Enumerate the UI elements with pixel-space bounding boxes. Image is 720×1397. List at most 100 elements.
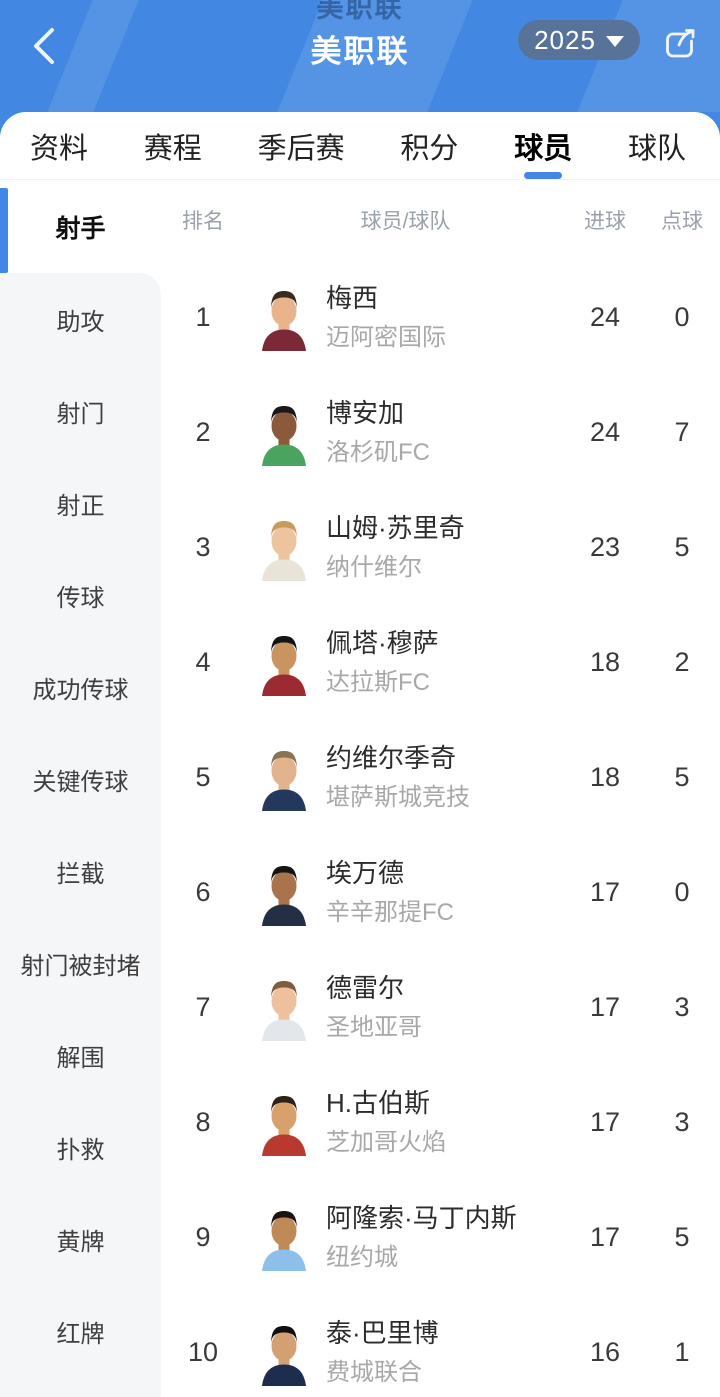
- sidebar-item[interactable]: 关键传球: [0, 733, 161, 825]
- player-name: 德雷尔: [326, 973, 405, 1003]
- player-penalties: 5: [674, 762, 690, 792]
- player-avatar: [260, 630, 308, 696]
- player-team: 纽约城: [326, 1244, 398, 1271]
- sidebar-item[interactable]: 射门: [0, 365, 161, 457]
- sidebar-item[interactable]: 黄牌: [0, 1193, 161, 1285]
- sidebar-item[interactable]: 解围: [0, 1009, 161, 1101]
- player-rank: 5: [195, 762, 211, 792]
- table-row[interactable]: 2: [161, 375, 720, 490]
- sidebar-item[interactable]: 扑救: [0, 1101, 161, 1193]
- tab-label: 季后赛: [257, 132, 345, 165]
- player-goals: 17: [589, 877, 621, 907]
- player-rank: 6: [195, 877, 211, 907]
- sidebar-item-label: 红牌: [56, 1320, 105, 1348]
- player-avatar: [260, 860, 308, 926]
- player-photo-placeholder: [262, 635, 306, 696]
- player-goals: 24: [589, 417, 621, 447]
- tab-bar: 资料 赛程 季后赛 积分 球员 球队: [0, 112, 720, 180]
- sidebar-item-label: 拦截: [56, 860, 105, 888]
- sidebar-item[interactable]: 射正: [0, 457, 161, 549]
- sidebar-item-label: 黄牌: [56, 1228, 105, 1256]
- sidebar-item[interactable]: 拦截: [0, 825, 161, 917]
- table-row[interactable]: 1: [161, 260, 720, 375]
- player-cell: 博安加 洛杉矶FC: [245, 398, 566, 467]
- player-goals: 23: [589, 532, 621, 562]
- table-row[interactable]: 5: [161, 720, 720, 835]
- sidebar-item-label: 关键传球: [32, 768, 129, 796]
- player-avatar: [260, 1205, 308, 1271]
- header-rank: 排名: [182, 210, 224, 233]
- player-penalties: 5: [674, 532, 690, 562]
- sidebar-item[interactable]: 红牌: [0, 1285, 161, 1377]
- tab-label: 球员: [514, 132, 573, 165]
- player-goals: 17: [589, 992, 621, 1022]
- sidebar-item-label: 射门被封堵: [20, 952, 141, 980]
- player-info: 德雷尔 圣地亚哥: [326, 973, 422, 1042]
- player-team: 洛杉矶FC: [326, 439, 430, 466]
- season-selector[interactable]: 2025: [518, 20, 640, 60]
- player-photo-placeholder: [262, 750, 306, 811]
- table-row[interactable]: 6: [161, 835, 720, 950]
- tab-label: 赛程: [143, 132, 202, 165]
- table-row[interactable]: 7: [161, 950, 720, 1065]
- header-goals: 进球: [584, 210, 626, 233]
- player-avatar: [260, 515, 308, 581]
- tab[interactable]: 积分: [400, 112, 458, 179]
- tab[interactable]: 赛程: [144, 112, 202, 179]
- tab[interactable]: 季后赛: [258, 112, 345, 179]
- player-goals: 17: [589, 1107, 621, 1137]
- table-header-row: 排名 球员/球队 进球 点球: [161, 180, 720, 260]
- sidebar-item-label: 传球: [56, 584, 105, 612]
- tab-label: 积分: [400, 132, 459, 165]
- player-cell: 佩塔·穆萨 达拉斯FC: [245, 628, 566, 697]
- table-row[interactable]: 3: [161, 490, 720, 605]
- player-rank: 8: [195, 1107, 211, 1137]
- player-info: 山姆·苏里奇 纳什维尔: [326, 513, 465, 582]
- tab[interactable]: 球队: [628, 112, 686, 179]
- sidebar-item[interactable]: 传球: [0, 549, 161, 641]
- sidebar-item-label: 助攻: [56, 308, 105, 336]
- player-rank: 10: [187, 1337, 219, 1367]
- player-photo-placeholder: [262, 1325, 306, 1386]
- share-button[interactable]: [660, 23, 700, 65]
- season-value: 2025: [534, 24, 596, 55]
- player-cell: 德雷尔 圣地亚哥: [245, 973, 566, 1042]
- player-name: 博安加: [326, 398, 405, 428]
- player-cell: 梅西 迈阿密国际: [245, 283, 566, 352]
- player-info: H.古伯斯 芝加哥火焰: [326, 1088, 446, 1157]
- sidebar-item[interactable]: 射手: [0, 180, 161, 273]
- table-row[interactable]: 9: [161, 1180, 720, 1295]
- ranking-table: 排名 球员/球队 进球 点球 1: [161, 180, 720, 1397]
- player-photo-placeholder: [262, 980, 306, 1041]
- table-row[interactable]: 8: [161, 1065, 720, 1180]
- content-area: 射手 助攻 射门 射正 传球: [0, 180, 720, 1397]
- player-penalties: 0: [674, 302, 690, 332]
- content-card: 资料 赛程 季后赛 积分 球员 球队: [0, 112, 720, 1397]
- player-info: 佩塔·穆萨 达拉斯FC: [326, 628, 439, 697]
- player-goals: 18: [589, 762, 621, 792]
- player-team: 辛辛那提FC: [326, 899, 454, 926]
- sidebar-item[interactable]: 射门被封堵: [0, 917, 161, 1009]
- sidebar-item[interactable]: 成功传球: [0, 641, 161, 733]
- table-row[interactable]: 10: [161, 1295, 720, 1397]
- player-cell: 约维尔季奇 堪萨斯城竞技: [245, 743, 566, 812]
- player-photo-placeholder: [262, 1095, 306, 1156]
- tab[interactable]: 资料: [30, 112, 88, 179]
- player-avatar: [260, 975, 308, 1041]
- player-rank: 3: [195, 532, 211, 562]
- player-info: 博安加 洛杉矶FC: [326, 398, 430, 467]
- player-rank: 9: [195, 1222, 211, 1252]
- player-penalties: 5: [674, 1222, 690, 1252]
- player-info: 埃万德 辛辛那提FC: [326, 858, 454, 927]
- header-bar: 美职联 美职联 2025: [0, 0, 720, 112]
- sidebar-item[interactable]: 助攻: [0, 273, 161, 365]
- table-row[interactable]: 4: [161, 605, 720, 720]
- player-name: 山姆·苏里奇: [326, 513, 465, 543]
- player-goals: 24: [589, 302, 621, 332]
- back-button[interactable]: [24, 24, 64, 68]
- player-photo-placeholder: [262, 865, 306, 926]
- tab-label: 球队: [627, 132, 686, 165]
- player-cell: H.古伯斯 芝加哥火焰: [245, 1088, 566, 1157]
- tab[interactable]: 球员: [514, 112, 572, 179]
